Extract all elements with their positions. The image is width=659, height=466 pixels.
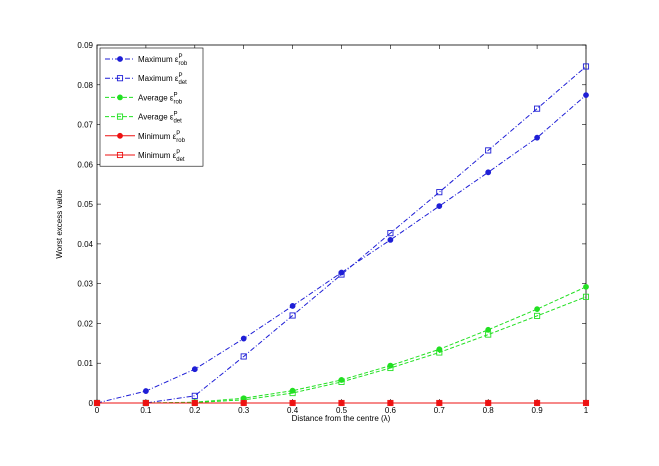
data-point	[485, 147, 492, 154]
x-tick-label: 0.2	[189, 406, 201, 415]
data-point	[485, 169, 492, 176]
legend-name: Minimum ε	[138, 132, 177, 141]
data-point	[582, 63, 590, 70]
data-point	[142, 399, 149, 407]
legend-sup: P	[178, 54, 182, 60]
data-point	[534, 306, 540, 313]
series-line	[96, 94, 587, 404]
data-point	[387, 237, 394, 243]
y-tick-label: 0.06	[77, 160, 93, 169]
data-point	[582, 399, 590, 407]
x-tick-label: 0.8	[483, 406, 495, 415]
y-tick-label: 0.05	[77, 200, 93, 209]
y-tick-label: 0.07	[77, 121, 93, 130]
data-point	[240, 353, 247, 360]
data-point	[289, 303, 296, 309]
legend-marker	[117, 56, 123, 62]
data-point	[436, 346, 443, 353]
x-tick-label: 0.3	[238, 406, 250, 415]
data-point	[582, 293, 590, 300]
data-point	[240, 335, 247, 342]
legend-sub: rob	[173, 99, 182, 105]
data-point	[143, 388, 149, 394]
data-point	[191, 392, 198, 399]
x-tick-label: 0	[95, 406, 100, 415]
x-tick-label: 0.4	[287, 406, 299, 415]
data-point	[534, 134, 540, 141]
data-point	[191, 399, 198, 407]
legend-name: Maximum ε	[138, 74, 179, 83]
legend-label: Minimum εP rob	[138, 131, 186, 144]
legend-marker	[116, 113, 124, 120]
legend-sup: P	[173, 112, 177, 118]
legend-name: Average ε	[138, 113, 174, 122]
data-point	[436, 399, 443, 407]
data-point	[338, 399, 345, 407]
data-point	[338, 378, 345, 385]
legend-sup: P	[173, 92, 177, 98]
legend-marker	[116, 151, 124, 159]
data-point	[485, 399, 492, 407]
legend-label: Average εP rob	[138, 92, 183, 105]
legend-sub: rob	[178, 61, 187, 67]
data-point	[289, 312, 296, 319]
legend-sup: P	[176, 150, 180, 156]
y-tick-label: 0.01	[77, 359, 93, 368]
data-point	[534, 105, 541, 112]
legend-sub: det	[173, 119, 182, 125]
x-tick-label: 1	[584, 406, 589, 415]
data-point	[485, 331, 492, 338]
data-point	[240, 399, 247, 407]
legend-sub: det	[176, 157, 185, 163]
data-point	[436, 203, 443, 210]
legend-label: Minimum εP det	[138, 150, 185, 163]
data-point	[436, 349, 443, 356]
x-axis-label: Distance from the centre (λ)	[292, 414, 391, 423]
data-point	[289, 390, 296, 397]
legend-label: Maximum εP rob	[138, 54, 188, 67]
y-tick-label: 0.03	[77, 280, 93, 289]
series-line	[97, 66, 587, 404]
x-tick-label: 0.5	[336, 406, 348, 415]
data-point	[93, 399, 101, 407]
data-point	[289, 399, 296, 407]
data-point	[436, 189, 443, 196]
legend-sup: P	[176, 131, 180, 137]
legend-marker	[117, 94, 123, 101]
legend-name: Maximum ε	[138, 55, 179, 64]
y-tick-label: 0.02	[77, 319, 93, 328]
x-tick-label: 0.6	[385, 406, 397, 415]
legend-sup: P	[178, 73, 182, 79]
y-tick-label: 0.08	[77, 81, 93, 90]
legend-name: Average ε	[138, 93, 174, 102]
data-point	[387, 399, 394, 407]
data-point	[191, 366, 198, 373]
legend-marker	[117, 132, 123, 139]
legend-sub: det	[178, 80, 187, 86]
x-tick-label: 0.9	[532, 406, 544, 415]
data-point	[583, 283, 589, 290]
y-tick-label: 0.09	[77, 41, 93, 50]
data-point	[387, 230, 394, 237]
data-point	[485, 326, 492, 333]
legend-sub: rob	[176, 138, 185, 144]
data-point	[534, 312, 541, 319]
x-tick-label: 0.7	[434, 406, 446, 415]
legend-name: Minimum ε	[138, 151, 177, 160]
data-point	[534, 399, 541, 407]
legend-label: Average εP det	[138, 112, 182, 125]
legend-marker	[116, 75, 124, 82]
y-axis-label: Worst excess value	[55, 189, 64, 259]
legend-box	[99, 47, 204, 167]
data-point	[387, 364, 394, 372]
data-point	[338, 271, 345, 278]
x-tick-label: 0.1	[140, 406, 152, 415]
y-tick-label: 0	[89, 399, 94, 408]
data-point	[583, 92, 589, 99]
legend-label: Maximum εP det	[138, 73, 187, 86]
y-tick-label: 0.04	[77, 240, 93, 249]
